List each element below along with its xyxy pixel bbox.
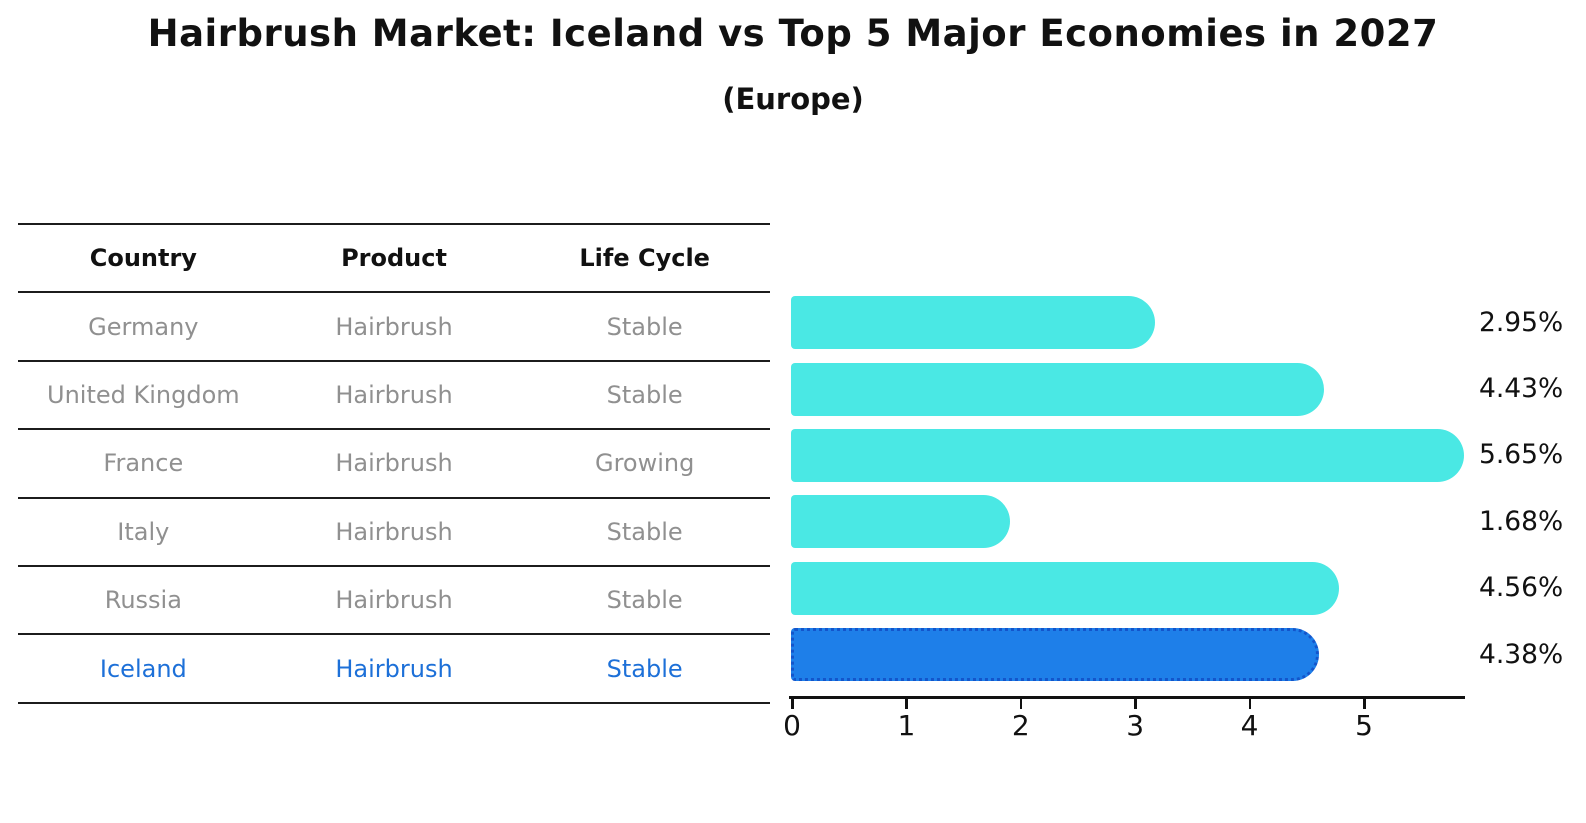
table-cell-product: Hairbrush [335, 586, 453, 615]
x-axis-tick-label: 4 [1240, 709, 1259, 742]
x-axis-tick-mark [1019, 698, 1023, 709]
table-cell-country: Germany [88, 312, 199, 341]
bar-italy [791, 495, 1010, 549]
bar-value-label-united-kingdom: 4.43% [1479, 373, 1564, 404]
x-axis-tick-label: 5 [1355, 709, 1373, 742]
table-cell-product: Hairbrush [335, 312, 453, 341]
table-row: Germany Hairbrush Stable [18, 291, 770, 359]
table-row: Russia Hairbrush Stable [18, 564, 770, 633]
table-cell-life-cycle: Stable [606, 517, 683, 546]
table-cell-life-cycle: Stable [606, 586, 683, 615]
table-header-row: Country Product Life Cycle [18, 223, 770, 291]
x-axis-tick-label: 1 [897, 709, 916, 742]
x-axis-tick-mark [905, 698, 908, 709]
x-axis-tick-label: 0 [783, 709, 801, 742]
x-axis-line [789, 696, 1465, 699]
x-axis-tick-mark [1134, 698, 1137, 709]
table-cell-country: France [103, 449, 184, 478]
x-axis-tick-label: 3 [1126, 709, 1145, 742]
table-cell-life-cycle: Stable [606, 380, 683, 409]
country-table: Country Product Life Cycle Germany Hairb… [18, 223, 770, 704]
table-cell-life-cycle: Stable [606, 312, 683, 341]
table-cell-product: Hairbrush [335, 654, 453, 683]
bar-germany [791, 296, 1155, 350]
chart-title: Hairbrush Market: Iceland vs Top 5 Major… [147, 12, 1439, 55]
table-row: United Kingdom Hairbrush Stable [18, 359, 770, 428]
column-header-country: Country [89, 244, 197, 273]
bar-russia [791, 561, 1340, 615]
x-axis-tick-mark [1363, 698, 1366, 709]
bar-france [791, 428, 1464, 482]
column-header-product: Product [341, 244, 447, 273]
bar-value-label-france: 5.65% [1479, 439, 1564, 471]
bar-united-kingdom [791, 362, 1325, 416]
x-axis-tick-mark [791, 698, 794, 709]
x-axis-tick-label: 2 [1011, 709, 1030, 742]
x-axis-tick-mark [1248, 698, 1252, 709]
table-cell-country: Russia [104, 586, 182, 615]
bar-iceland [791, 628, 1319, 682]
bar-value-label-russia: 4.56% [1479, 572, 1564, 604]
table-cell-country: Iceland [99, 654, 187, 683]
table-cell-country: United Kingdom [47, 380, 240, 409]
table-row: France Hairbrush Growing [18, 428, 770, 496]
bar-value-label-iceland: 4.38% [1479, 638, 1564, 670]
column-header-life-cycle: Life Cycle [579, 244, 710, 273]
table-cell-product: Hairbrush [335, 380, 453, 409]
table-row: Iceland Hairbrush Stable [18, 633, 770, 704]
chart-subtitle: (Europe) [722, 82, 864, 116]
table-cell-product: Hairbrush [335, 449, 453, 478]
table-cell-life-cycle: Stable [606, 654, 683, 683]
bar-value-label-germany: 2.95% [1479, 306, 1564, 338]
table-cell-life-cycle: Growing [594, 449, 695, 478]
table-cell-country: Italy [117, 517, 170, 546]
bar-value-label-italy: 1.68% [1479, 505, 1564, 537]
table-row: Italy Hairbrush Stable [18, 496, 770, 565]
table-cell-product: Hairbrush [335, 517, 453, 546]
